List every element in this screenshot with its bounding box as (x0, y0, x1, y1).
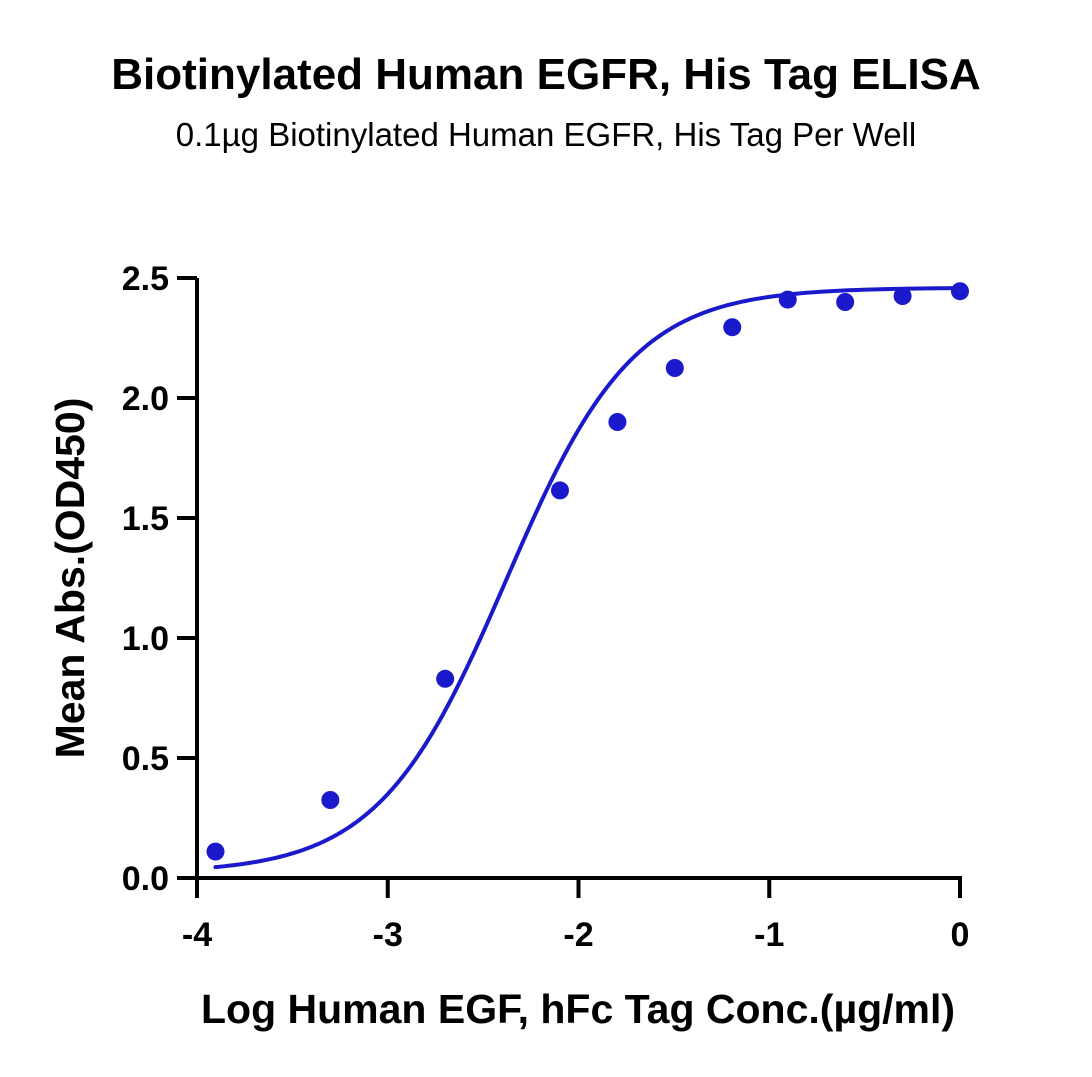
chart-title: Biotinylated Human EGFR, His Tag ELISA (111, 50, 981, 99)
data-point (665, 359, 684, 377)
data-point (836, 293, 855, 311)
data-point (550, 481, 569, 500)
data-point (893, 287, 912, 305)
y-tick-label: 1.0 (122, 620, 169, 658)
y-tick-label: 1.5 (122, 500, 169, 538)
ticks: 0.0 0.5 1.0 1.5 2.0 2.5 -4 -3 -2 -1 0 (122, 260, 970, 954)
y-tick-label: 2.5 (122, 260, 169, 298)
x-tick-label: 0 (951, 916, 970, 954)
data-points (206, 282, 969, 861)
data-point (951, 282, 969, 301)
data-point (436, 669, 455, 688)
x-tick-label: -2 (563, 916, 593, 954)
x-tick-label: -4 (182, 916, 212, 954)
y-tick-label: 0.5 (122, 740, 169, 778)
x-axis-label: Log Human EGF, hFc Tag Conc.(µg/ml) (201, 986, 955, 1032)
data-point (608, 413, 627, 431)
y-tick-label: 2.0 (122, 380, 169, 418)
fit-curve-layer (213, 286, 962, 870)
x-tick-label: -1 (754, 916, 784, 954)
data-point (321, 791, 340, 809)
y-axis-label: Mean Abs.(OD450) (47, 398, 93, 759)
chart-subtitle: 0.1µg Biotinylated Human EGFR, His Tag P… (175, 116, 917, 153)
data-point (206, 842, 225, 861)
data-point (723, 318, 742, 337)
data-point (778, 290, 797, 309)
x-tick-label: -3 (373, 916, 403, 954)
fit-curve (213, 286, 962, 870)
y-tick-label: 0.0 (122, 860, 169, 898)
axes (195, 278, 962, 880)
